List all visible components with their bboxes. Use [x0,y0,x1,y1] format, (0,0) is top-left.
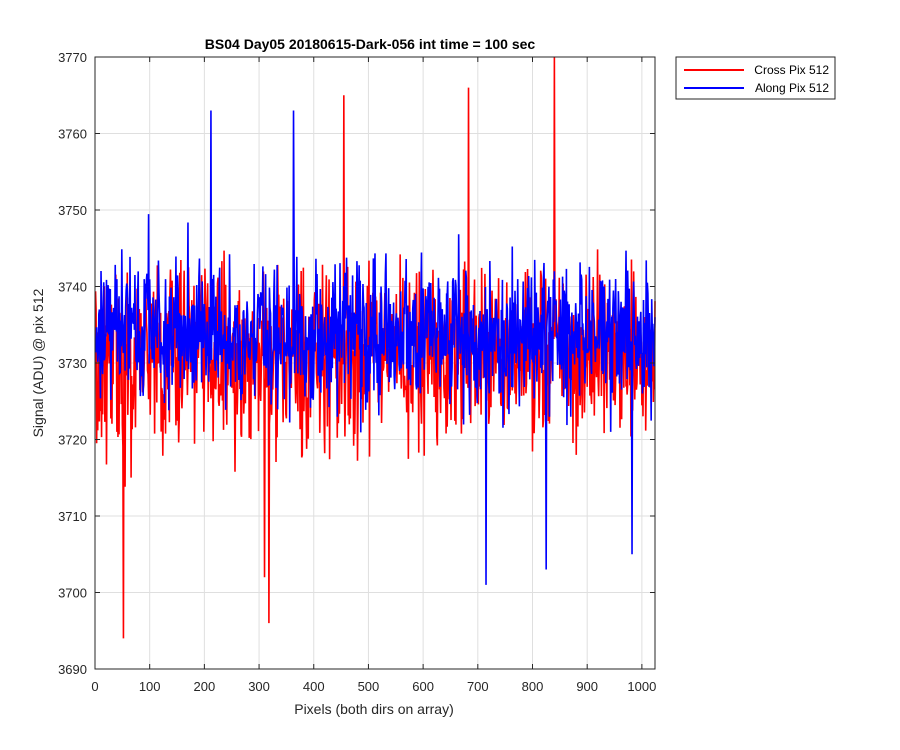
y-tick-label: 3760 [58,127,87,142]
x-tick-label: 800 [522,679,544,694]
y-tick-label: 3770 [58,50,87,65]
y-tick-label: 3730 [58,356,87,371]
y-tick-label: 3710 [58,509,87,524]
y-tick-label: 3740 [58,280,87,295]
x-tick-label: 100 [139,679,161,694]
x-tick-label: 300 [248,679,270,694]
legend: Cross Pix 512 Along Pix 512 [675,56,836,100]
y-tick-label: 3750 [58,203,87,218]
x-tick-label: 400 [303,679,325,694]
legend-label-along: Along Pix 512 [755,81,829,95]
x-axis-label: Pixels (both dirs on array) [294,701,454,717]
x-tick-label: 1000 [627,679,656,694]
chart-title: BS04 Day05 20180615-Dark-056 int time = … [205,36,536,52]
series-layer [94,56,656,639]
legend-label-cross: Cross Pix 512 [754,63,829,77]
y-tick-label: 3690 [58,662,87,677]
x-tick-label: 900 [576,679,598,694]
y-tick-label: 3720 [58,433,87,448]
y-axis-label: Signal (ADU) @ pix 512 [30,288,46,437]
x-tick-label: 200 [194,679,216,694]
x-tick-label: 700 [467,679,489,694]
legend-box [675,56,836,100]
series-line-along [94,110,656,585]
x-tick-label: 600 [412,679,434,694]
x-tick-label: 500 [358,679,380,694]
y-axis: 3690 3700 3710 3720 3730 3740 3750 3760 3770 [58,50,655,677]
x-tick-label: 0 [91,679,98,694]
x-axis: 0 100 200 300 400 500 600 700 800 900 1000 [91,57,656,694]
y-tick-label: 3700 [58,586,87,601]
